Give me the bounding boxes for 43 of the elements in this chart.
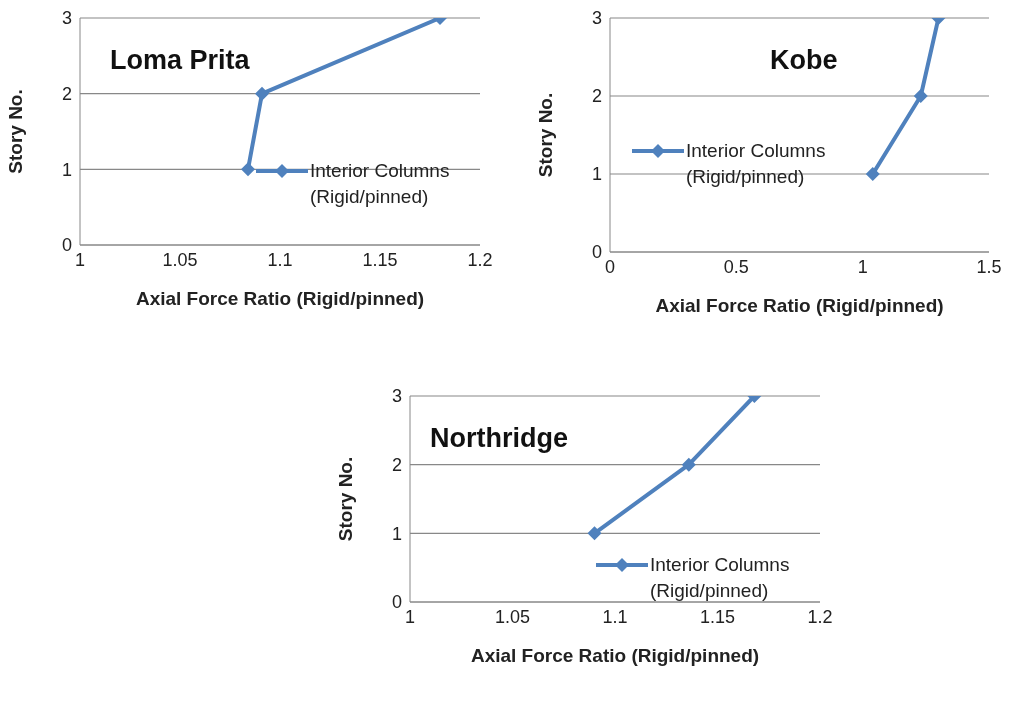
x-tick-label: 0 <box>604 256 616 277</box>
y-tick-label: 2 <box>61 84 72 105</box>
point <box>587 526 602 541</box>
y-tick-label: 3 <box>391 386 402 407</box>
x-axis-title: Axial Force Ratio (Rigid/pinned) <box>135 288 425 309</box>
y-axis-title: Story No. <box>334 456 356 542</box>
y-tick-label: 3 <box>591 8 602 29</box>
point <box>913 89 928 103</box>
y-axis-title: Story No. <box>534 92 556 178</box>
point <box>255 86 269 101</box>
legend-label: Interior Columns (Rigid/pinned) <box>310 159 451 209</box>
point <box>681 457 696 472</box>
legend-label: Interior Columns (Rigid/pinned) <box>686 139 827 189</box>
y-tick-label: 0 <box>391 592 402 613</box>
y-tick-label: 2 <box>591 86 602 107</box>
x-tick-label: 1.1 <box>267 249 293 270</box>
point <box>865 167 880 181</box>
x-tick-label: 1.2 <box>467 249 493 270</box>
y-tick-label: 1 <box>591 164 602 185</box>
x-tick-label: 1.5 <box>976 256 1002 277</box>
legend-label: Interior Columns (Rigid/pinned) <box>650 553 791 603</box>
text: Loma Prita <box>110 45 250 76</box>
text: Kobe <box>770 45 838 76</box>
x-tick-label: 1.1 <box>602 606 628 627</box>
text: Northridge <box>430 423 568 454</box>
y-tick-label: 1 <box>391 523 402 544</box>
x-tick-label: 1.05 <box>162 249 198 270</box>
y-tick-label: 3 <box>61 8 72 29</box>
x-tick-label: 1.2 <box>807 606 833 627</box>
y-tick-label: 1 <box>61 159 72 180</box>
x-tick-label: 1 <box>74 249 86 270</box>
x-tick-label: 1.15 <box>362 249 398 270</box>
y-axis-title: Story No. <box>4 89 26 174</box>
x-tick-label: 0.5 <box>723 256 749 277</box>
point <box>241 162 255 177</box>
x-axis-title: Axial Force Ratio (Rigid/pinned) <box>655 295 944 316</box>
x-axis-title: Axial Force Ratio (Rigid/pinned) <box>470 645 760 666</box>
y-tick-label: 0 <box>61 235 72 256</box>
x-tick-label: 1.15 <box>699 606 736 627</box>
x-tick-label: 1 <box>404 606 416 627</box>
y-tick-label: 2 <box>391 455 402 476</box>
x-tick-label: 1 <box>857 256 868 277</box>
x-tick-label: 1.05 <box>494 606 531 627</box>
